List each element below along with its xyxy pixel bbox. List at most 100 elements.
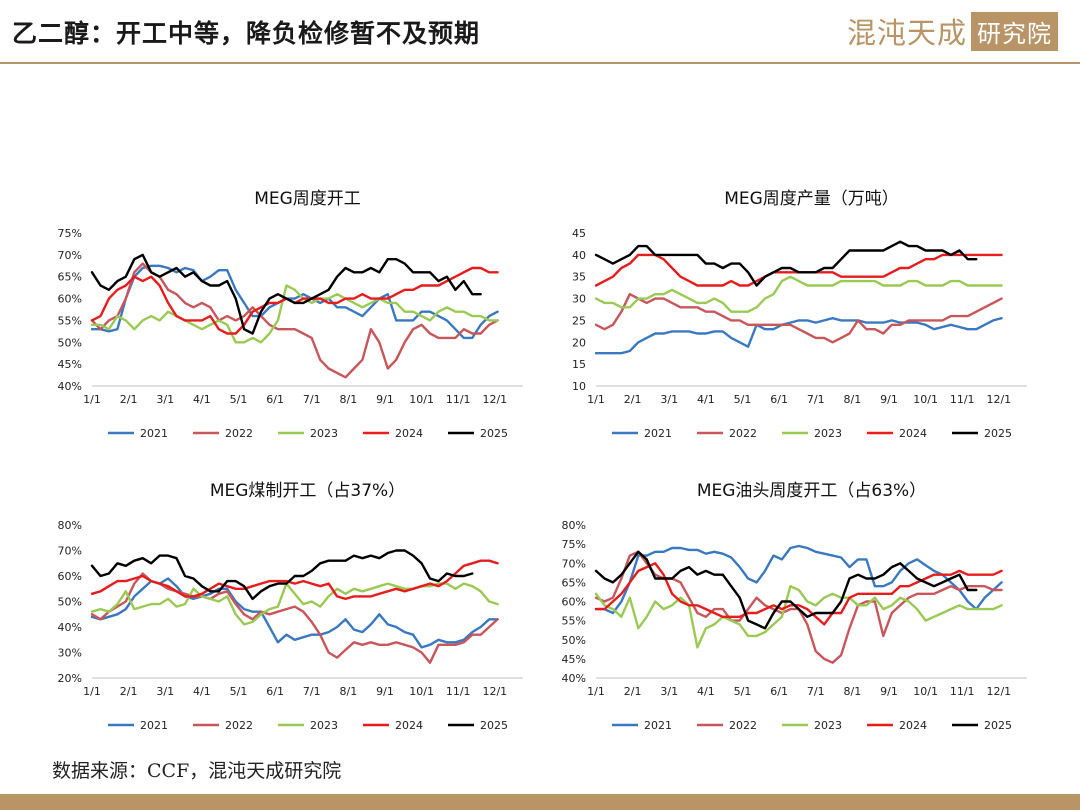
x-tick-label: 12/1 <box>482 685 507 698</box>
y-tick-label: 80% <box>58 519 82 532</box>
x-tick-label: 7/1 <box>807 393 825 406</box>
x-tick-label: 12/1 <box>482 393 507 406</box>
x-tick-label: 10/1 <box>913 393 938 406</box>
series-line-2025 <box>90 253 482 335</box>
x-tick-label: 3/1 <box>156 685 174 698</box>
legend-label: 2025 <box>480 427 508 440</box>
x-tick-label: 4/1 <box>193 685 211 698</box>
legend-label: 2021 <box>140 719 168 732</box>
series-line-2023 <box>90 582 499 626</box>
series-line-2025 <box>594 550 978 630</box>
x-tick-label: 8/1 <box>843 685 861 698</box>
x-tick-label: 11/1 <box>446 685 471 698</box>
chart-meg-weekly-operating-rate: MEG周度开工 40% 45% 50% 55% 60% 65% 70% 75% 1/1 2/1 3/1… <box>18 178 558 468</box>
legend-label: 2025 <box>984 719 1012 732</box>
x-tick-label: 5/1 <box>734 393 752 406</box>
logo: 混沌天成 研究院 <box>846 11 1058 51</box>
series-line-2022 <box>594 292 1003 344</box>
series-line-2021 <box>90 264 499 340</box>
legend-label: 2021 <box>140 427 168 440</box>
legend-label: 2024 <box>395 427 423 440</box>
legend-label: 2021 <box>644 427 672 440</box>
y-tick-label: 45% <box>58 358 82 371</box>
legend-label: 2025 <box>480 719 508 732</box>
chart-meg-coal-operating-rate: MEG煤制开工（占37%） 20% 30% 40% 50% 60% 70% 80% 1/1 2/1… <box>18 470 558 760</box>
legend-label: 2023 <box>310 719 338 732</box>
series-line-2023 <box>90 284 499 344</box>
x-tick-label: 5/1 <box>734 685 752 698</box>
x-tick-label: 10/1 <box>409 393 434 406</box>
y-tick-label: 50% <box>58 596 82 609</box>
x-tick-label: 11/1 <box>950 685 975 698</box>
x-tick-label: 5/1 <box>230 685 248 698</box>
y-tick-label: 60% <box>58 293 82 306</box>
series-line-2024 <box>594 562 1003 626</box>
chart-svg: MEG油头周度开工（占63%） 40% 45% 50% 55% 60% 65% 70% 75% 8… <box>562 481 1027 732</box>
x-tick-label: 6/1 <box>266 685 284 698</box>
x-tick-label: 8/1 <box>843 393 861 406</box>
y-tick-label: 60% <box>562 596 586 609</box>
y-tick-label: 30 <box>572 293 586 306</box>
legend-label: 2023 <box>814 427 842 440</box>
series-line-2021 <box>594 544 1003 615</box>
x-tick-label: 6/1 <box>266 393 284 406</box>
series-line-2023 <box>594 584 1003 649</box>
legend-label: 2022 <box>729 427 757 440</box>
x-tick-label: 3/1 <box>156 393 174 406</box>
y-tick-label: 70% <box>562 557 586 570</box>
y-tick-label: 30% <box>58 647 82 660</box>
series-line-2023 <box>594 275 1003 313</box>
x-tick-label: 9/1 <box>880 685 898 698</box>
x-tick-label: 3/1 <box>660 393 678 406</box>
chart-svg: MEG周度开工 40% 45% 50% 55% 60% 65% 70% 75% 1/1 2/1 3/1… <box>58 189 523 440</box>
y-tick-label: 10 <box>572 380 586 393</box>
x-tick-label: 4/1 <box>697 393 715 406</box>
legend-label: 2025 <box>984 427 1012 440</box>
x-tick-label: 2/1 <box>120 685 138 698</box>
y-tick-label: 40% <box>58 380 82 393</box>
series-line-2021 <box>90 577 499 649</box>
y-tick-label: 45 <box>572 227 586 240</box>
legend-label: 2023 <box>814 719 842 732</box>
x-tick-label: 2/1 <box>624 393 642 406</box>
x-tick-label: 12/1 <box>986 685 1011 698</box>
x-tick-label: 7/1 <box>303 393 321 406</box>
chart-title: MEG周度开工 <box>254 189 361 209</box>
chart-title: MEG煤制开工（占37%） <box>210 481 405 501</box>
x-tick-label: 9/1 <box>376 393 394 406</box>
x-tick-label: 6/1 <box>770 393 788 406</box>
x-tick-label: 8/1 <box>339 393 357 406</box>
legend-label: 2022 <box>225 427 253 440</box>
x-tick-label: 7/1 <box>807 685 825 698</box>
x-tick-label: 7/1 <box>303 685 321 698</box>
y-tick-label: 20% <box>58 672 82 685</box>
y-tick-label: 65% <box>562 576 586 589</box>
logo-text: 混沌天成 <box>846 16 967 50</box>
series-line-2025 <box>594 240 978 287</box>
x-tick-label: 12/1 <box>986 393 1011 406</box>
logo-box-text: 研究院 <box>971 11 1058 51</box>
y-tick-label: 25 <box>572 314 586 327</box>
x-tick-label: 4/1 <box>697 685 715 698</box>
y-tick-label: 80% <box>562 519 586 532</box>
legend-label: 2021 <box>644 719 672 732</box>
x-tick-label: 10/1 <box>913 685 938 698</box>
y-tick-label: 75% <box>562 538 586 551</box>
legend-label: 2022 <box>729 719 757 732</box>
y-tick-label: 55% <box>562 615 586 628</box>
series-line-2024 <box>90 559 499 601</box>
series-line-2025 <box>90 549 474 601</box>
y-tick-label: 70% <box>58 545 82 558</box>
source-note: 数据来源：CCF，混沌天成研究院 <box>52 760 342 782</box>
y-tick-label: 65% <box>58 271 82 284</box>
y-tick-label: 20 <box>572 336 586 349</box>
x-tick-label: 1/1 <box>83 685 101 698</box>
x-tick-label: 4/1 <box>193 393 211 406</box>
x-tick-label: 5/1 <box>230 393 248 406</box>
x-tick-label: 9/1 <box>376 685 394 698</box>
x-tick-label: 1/1 <box>587 685 605 698</box>
y-tick-label: 55% <box>58 314 82 327</box>
page-title: 乙二醇：开工中等，降负检修暂不及预期 <box>12 19 481 48</box>
x-tick-label: 2/1 <box>120 393 138 406</box>
